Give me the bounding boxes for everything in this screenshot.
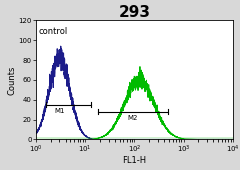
Title: 293: 293 — [118, 5, 150, 20]
Y-axis label: Counts: Counts — [8, 65, 17, 95]
Text: M2: M2 — [128, 115, 138, 121]
Text: M1: M1 — [54, 108, 65, 114]
X-axis label: FL1-H: FL1-H — [122, 156, 146, 165]
Text: control: control — [39, 27, 68, 36]
